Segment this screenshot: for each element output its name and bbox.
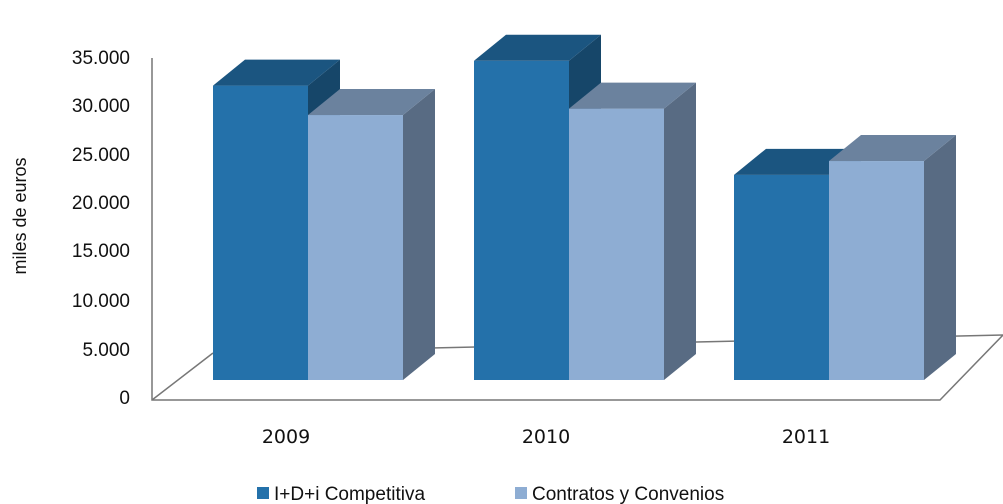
x-axis-categories: 2009 2010 2011 [262,426,830,448]
y-tick-label: 20.000 [72,193,130,214]
legend-item: I+D+i Competitiva [257,484,425,504]
y-tick-label: 30.000 [72,96,130,117]
y-tick-label: 5.000 [82,340,130,361]
bar-side [403,89,435,380]
x-tick-label: 2011 [782,426,830,448]
legend-item: Contratos y Convenios [515,484,724,504]
x-tick-label: 2010 [522,426,570,448]
y-tick-label: 10.000 [72,291,130,312]
legend-label: Contratos y Convenios [532,484,724,504]
bar-front [308,115,403,380]
bar-front [829,161,924,380]
y-tick-label: 35.000 [72,48,130,69]
bar-front [734,175,829,380]
legend-swatch [515,487,527,499]
bar-front [213,86,308,380]
bar [829,135,956,380]
bar [569,83,696,380]
legend-swatch [257,487,269,499]
y-tick-label: 15.000 [72,241,130,262]
legend-label: I+D+i Competitiva [274,484,425,504]
x-tick-label: 2009 [262,426,310,448]
y-tick-label: 25.000 [72,145,130,166]
bar-front [569,109,664,380]
bar-side [664,83,696,380]
y-axis-title: miles de euros [10,157,30,274]
bars [213,35,956,380]
bar-front [474,61,569,380]
floor-left-edge [152,353,213,400]
y-tick-label: 0 [119,388,130,409]
legend: I+D+i Competitiva Contratos y Convenios [257,484,724,504]
bar [308,89,435,380]
y-axis-ticks: 0 5.000 10.000 15.000 20.000 25.000 30.000 35.0… [72,48,130,409]
bar-side [924,135,956,380]
